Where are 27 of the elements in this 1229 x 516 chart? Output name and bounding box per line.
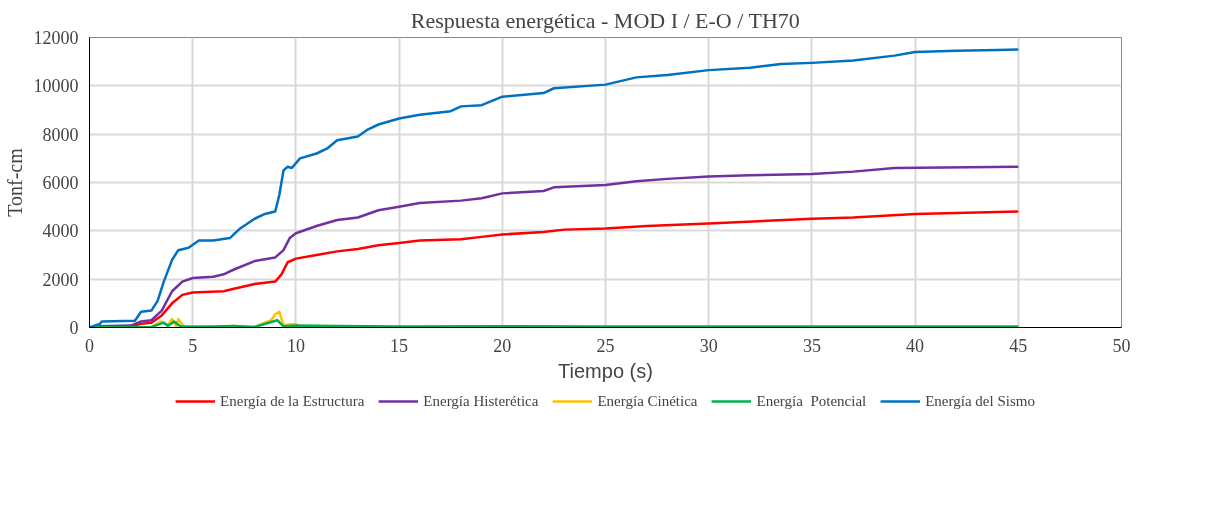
x-tick-label: 50 — [1112, 335, 1131, 356]
x-tick-label: 30 — [699, 335, 718, 356]
x-tick-label: 45 — [1009, 335, 1028, 356]
chart-title: Respuesta energética - MOD I / E-O / TH70 — [410, 7, 800, 33]
legend-label: Energía Potencial — [756, 392, 867, 410]
y-tick-label: 10000 — [33, 76, 79, 97]
line-series — [89, 48, 1020, 328]
x-tick-label: 15 — [390, 335, 409, 356]
x-tick-label: 20 — [493, 335, 512, 356]
y-tick-label: 8000 — [42, 124, 79, 145]
legend-label: Energía del Sismo — [925, 392, 1035, 410]
y-tick-label: 6000 — [42, 173, 79, 193]
x-tick-label: 40 — [906, 335, 925, 356]
x-tick-label: 5 — [188, 335, 198, 356]
legend-label: Energía de la Estructura — [220, 392, 365, 410]
y-tick-label: 2000 — [42, 269, 79, 290]
x-tick-label: 25 — [596, 335, 615, 356]
y-tick-label: 12000 — [33, 28, 79, 48]
y-axis-title: Tonf-cm — [3, 147, 26, 217]
legend-label: Energía Histerética — [423, 392, 539, 410]
y-tick-label: 0 — [69, 318, 79, 338]
legend-label: Energía Cinética — [597, 392, 698, 410]
x-axis-title: Tiempo (s) — [558, 359, 653, 382]
y-tick-label: 4000 — [42, 221, 79, 242]
x-tick-label: 10 — [286, 335, 305, 356]
x-tick-label: 0 — [85, 335, 94, 356]
x-tick-label: 35 — [802, 335, 821, 356]
